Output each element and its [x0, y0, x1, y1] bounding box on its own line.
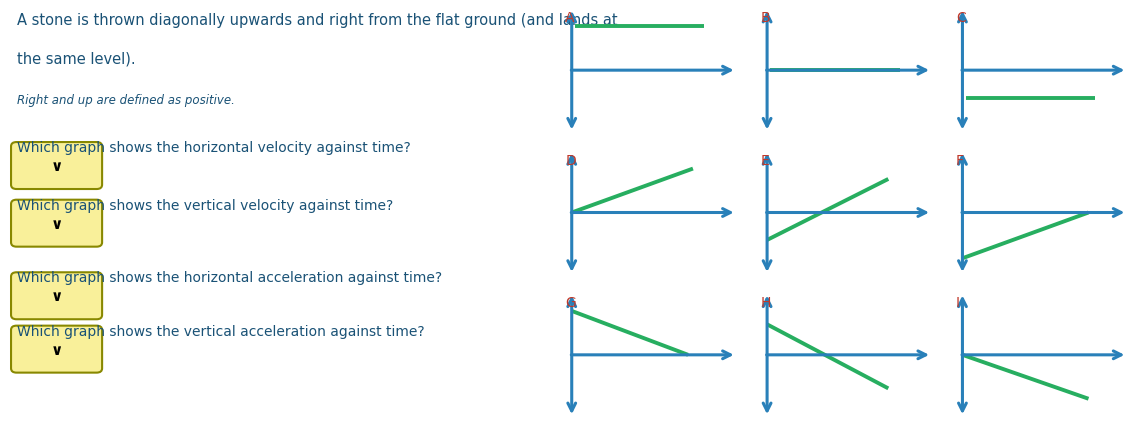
FancyBboxPatch shape	[11, 273, 102, 320]
Text: Right and up are defined as positive.: Right and up are defined as positive.	[17, 94, 234, 106]
Text: ∨: ∨	[50, 288, 63, 304]
Text: H: H	[760, 295, 772, 309]
Text: ∨: ∨	[50, 158, 63, 174]
Text: C: C	[956, 12, 966, 25]
FancyBboxPatch shape	[11, 326, 102, 373]
FancyBboxPatch shape	[11, 143, 102, 190]
Text: ∨: ∨	[50, 342, 63, 357]
Text: the same level).: the same level).	[17, 51, 135, 66]
Text: I: I	[956, 295, 960, 309]
Text: A: A	[566, 12, 575, 25]
Text: Which graph shows the vertical acceleration against time?: Which graph shows the vertical accelerat…	[17, 324, 424, 338]
Text: F: F	[956, 153, 964, 167]
Text: A stone is thrown diagonally upwards and right from the flat ground (and lands a: A stone is thrown diagonally upwards and…	[17, 13, 617, 28]
FancyBboxPatch shape	[11, 200, 102, 247]
Text: ∨: ∨	[50, 216, 63, 231]
Text: E: E	[760, 153, 769, 167]
Text: Which graph shows the horizontal velocity against time?: Which graph shows the horizontal velocit…	[17, 141, 411, 155]
Text: G: G	[566, 295, 576, 309]
Text: D: D	[566, 153, 576, 167]
Text: B: B	[760, 12, 770, 25]
Text: Which graph shows the horizontal acceleration against time?: Which graph shows the horizontal acceler…	[17, 271, 442, 285]
Text: Which graph shows the vertical velocity against time?: Which graph shows the vertical velocity …	[17, 198, 393, 212]
